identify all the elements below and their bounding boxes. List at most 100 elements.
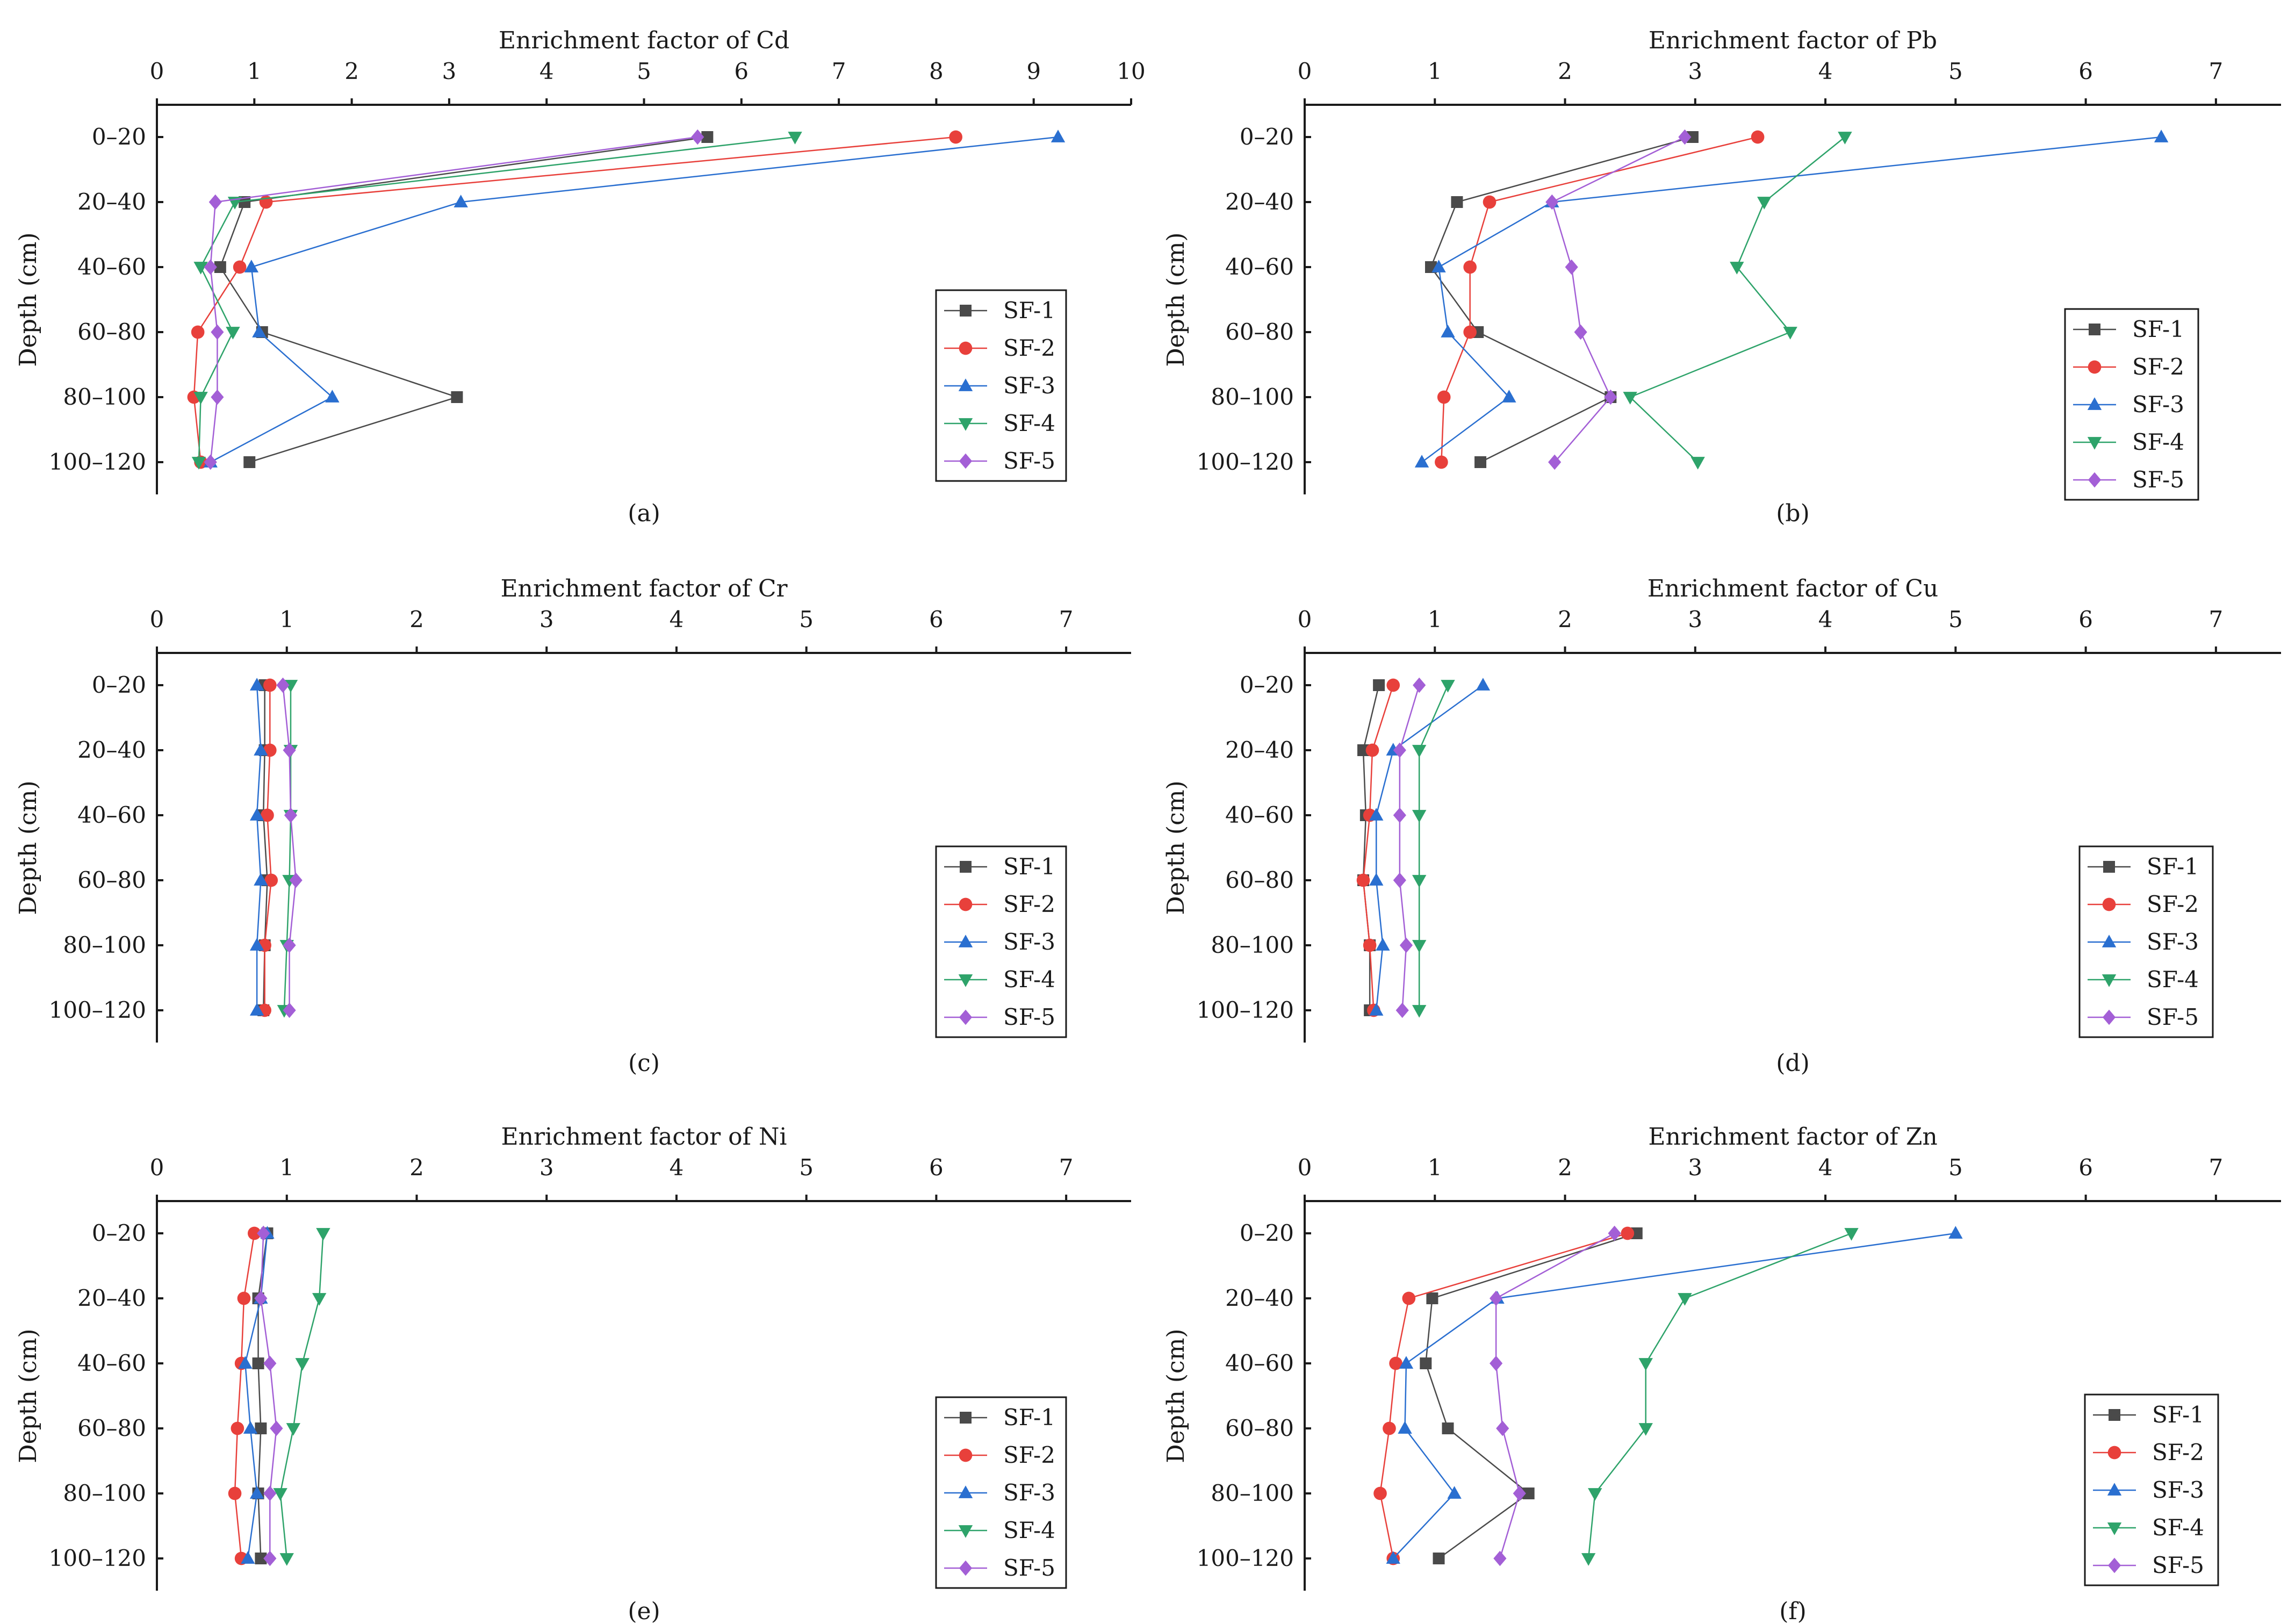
data-point — [1490, 1355, 1503, 1371]
data-point — [1369, 808, 1384, 821]
data-point — [243, 1421, 258, 1434]
data-point — [1376, 938, 1390, 951]
series-line — [260, 1233, 277, 1558]
legend-label: SF-4 — [1003, 410, 1055, 436]
data-point — [1399, 1356, 1414, 1369]
chart-title: Enrichment factor of Cd — [499, 27, 789, 54]
legend-label: SF-2 — [1003, 1442, 1055, 1468]
series-line — [1551, 136, 1685, 463]
x-tick-label: 10 — [1117, 58, 1145, 84]
data-point — [1365, 743, 1379, 757]
data-point — [1496, 1420, 1509, 1436]
data-point — [273, 1488, 287, 1501]
data-point — [231, 1421, 244, 1435]
data-point — [451, 391, 463, 403]
data-point — [1369, 873, 1384, 886]
data-point — [1548, 454, 1562, 470]
legend-label: SF-5 — [2152, 1552, 2204, 1578]
y-tick-label: 0–20 — [1240, 672, 1294, 698]
legend-label: SF-1 — [1003, 297, 1055, 324]
data-point — [193, 262, 208, 275]
series-line — [256, 685, 262, 1010]
legend-label: SF-4 — [1003, 966, 1055, 993]
data-point — [249, 1486, 264, 1499]
series-sf-5 — [1490, 1225, 1621, 1566]
x-tick-label: 3 — [1688, 606, 1702, 633]
series-sf-3 — [203, 130, 1066, 468]
x-tick-label: 4 — [670, 1154, 684, 1181]
legend: SF-1 SF-2 SF-3 SF-4 SF-5 — [2084, 1393, 2219, 1586]
x-tick-label: 5 — [1948, 58, 1963, 84]
data-point — [1386, 1551, 1400, 1564]
legend-label: SF-4 — [2152, 1514, 2204, 1541]
y-tick-label: 20–40 — [77, 189, 146, 215]
legend-label: SF-4 — [2132, 429, 2184, 455]
data-point — [1383, 1421, 1396, 1435]
data-point — [1581, 1553, 1596, 1566]
legend-marker — [2102, 897, 2116, 911]
series-line — [282, 685, 297, 1010]
y-tick-label: 80–100 — [1211, 1480, 1294, 1506]
y-tick-label: 60–80 — [77, 867, 146, 893]
x-tick-label: 2 — [409, 606, 424, 633]
legend-marker — [2107, 1557, 2121, 1573]
data-point — [226, 327, 240, 340]
x-tick-label: 7 — [1059, 606, 1074, 633]
data-point — [2154, 130, 2169, 142]
legend-marker — [2107, 1483, 2122, 1496]
legend-label: SF-4 — [1003, 1517, 1055, 1543]
x-tick-label: 6 — [2078, 58, 2093, 84]
data-point — [1451, 196, 1463, 208]
x-tick-label: 0 — [150, 606, 164, 633]
legend-marker — [958, 378, 973, 391]
legend-marker — [959, 453, 973, 469]
legend-label: SF-3 — [1003, 929, 1055, 955]
y-tick-label: 100–120 — [49, 449, 146, 475]
x-tick-label: 2 — [344, 58, 359, 84]
x-tick-label: 3 — [539, 1154, 554, 1181]
y-axis-title: Depth (cm) — [15, 232, 42, 367]
legend-marker — [960, 861, 972, 873]
data-point — [1630, 1227, 1643, 1239]
data-point — [241, 1551, 255, 1564]
legend-label: SF-2 — [1003, 335, 1055, 361]
x-tick-label: 4 — [1818, 1154, 1833, 1181]
legend-marker — [958, 974, 973, 987]
data-point — [1751, 130, 1765, 144]
y-tick-label: 80–100 — [63, 384, 146, 410]
chart-panel-6: Enrichment factor of Zn 0 1 2 3 4 5 6 7 0–20 20–40… — [1162, 1123, 2281, 1624]
data-point — [1476, 678, 1491, 691]
x-tick-label: 5 — [1948, 1154, 1963, 1181]
x-tick-label: 2 — [1558, 58, 1572, 84]
legend-marker — [959, 1009, 973, 1025]
data-point — [1686, 131, 1699, 143]
chart-panel-2: Enrichment factor of Pb 0 1 2 3 4 5 6 7 0–20 20–40… — [1162, 27, 2281, 527]
series-line — [1421, 136, 2162, 463]
y-axis-title: Depth (cm) — [15, 780, 42, 915]
data-point — [1588, 1488, 1602, 1501]
series-line — [210, 136, 1059, 463]
legend-label: SF-5 — [1003, 1004, 1055, 1030]
data-point — [1413, 677, 1426, 693]
data-point — [1414, 455, 1429, 468]
data-point — [279, 1553, 294, 1566]
y-tick-label: 0–20 — [92, 672, 146, 698]
legend-marker — [960, 305, 972, 317]
data-point — [1435, 455, 1448, 469]
data-point — [454, 195, 468, 207]
y-tick-label: 0–20 — [92, 124, 146, 150]
series-sf-4 — [191, 132, 802, 470]
data-point — [263, 1550, 277, 1566]
series-line — [234, 1233, 255, 1559]
y-axis-title: Depth (cm) — [15, 1328, 42, 1463]
data-point — [1426, 1292, 1438, 1304]
legend: SF-1 SF-2 SF-3 SF-4 SF-5 — [2064, 308, 2199, 501]
legend-marker — [2102, 1009, 2116, 1025]
series-line — [1392, 1232, 1956, 1559]
y-tick-label: 60–80 — [1225, 1415, 1294, 1441]
data-point — [1356, 873, 1370, 887]
y-tick-label: 60–80 — [77, 319, 146, 345]
series-sf-2 — [228, 1226, 261, 1565]
y-tick-label: 20–40 — [1225, 189, 1294, 215]
data-point — [1447, 1486, 1462, 1499]
